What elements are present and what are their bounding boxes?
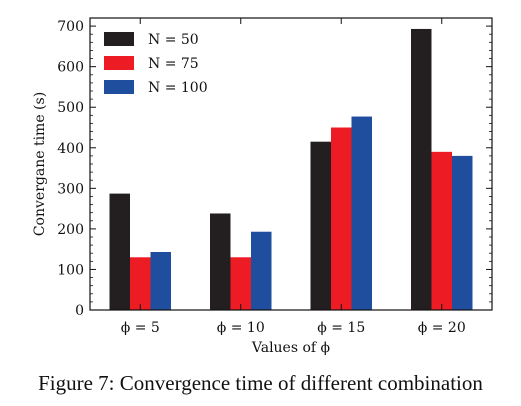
- y-tick-label: 200: [57, 222, 84, 238]
- legend-swatch: [104, 32, 134, 46]
- y-tick-label: 300: [57, 181, 84, 197]
- figure-caption: Figure 7: Convergence time of different …: [38, 371, 483, 395]
- x-axis: ϕ = 5 ϕ = 10 ϕ = 15 ϕ = 20: [121, 18, 466, 336]
- legend-swatch: [104, 80, 134, 94]
- bar: [130, 257, 151, 310]
- legend-label: N = 75: [148, 56, 199, 72]
- chart: 0 100 200 300 400 500 600 700 ϕ = 5 ϕ = 10 ϕ = 15…: [32, 17, 493, 356]
- legend: N = 50 N = 75 N = 100: [104, 32, 208, 96]
- bar: [310, 141, 331, 310]
- x-tick-label: ϕ = 15: [317, 320, 365, 336]
- y-tick-label: 700: [57, 19, 84, 35]
- y-tick-label: 400: [57, 141, 84, 157]
- y-tick-label: 0: [75, 303, 84, 319]
- x-tick-label: ϕ = 20: [418, 320, 466, 336]
- bar: [351, 116, 372, 310]
- legend-label: N = 50: [148, 32, 199, 48]
- legend-label: N = 100: [148, 80, 208, 96]
- bar: [150, 252, 171, 310]
- bar: [331, 127, 352, 310]
- bar: [109, 193, 130, 310]
- bar: [230, 257, 251, 310]
- bar: [411, 28, 432, 310]
- bar: [210, 213, 231, 310]
- bar: [431, 151, 452, 310]
- x-tick-label: ϕ = 5: [121, 320, 160, 336]
- y-tick-label: 600: [57, 60, 84, 76]
- x-axis-label: Values of ϕ: [251, 340, 330, 356]
- y-tick-label: 500: [57, 100, 84, 116]
- legend-swatch: [104, 56, 134, 70]
- y-tick-label: 100: [57, 262, 84, 278]
- bars: [109, 28, 473, 310]
- x-tick-label: ϕ = 10: [217, 320, 265, 336]
- bar: [251, 231, 272, 310]
- y-axis-label: Convergane time (s): [32, 92, 48, 236]
- bar: [452, 155, 473, 310]
- y-axis: 0 100 200 300 400 500 600 700: [57, 19, 492, 319]
